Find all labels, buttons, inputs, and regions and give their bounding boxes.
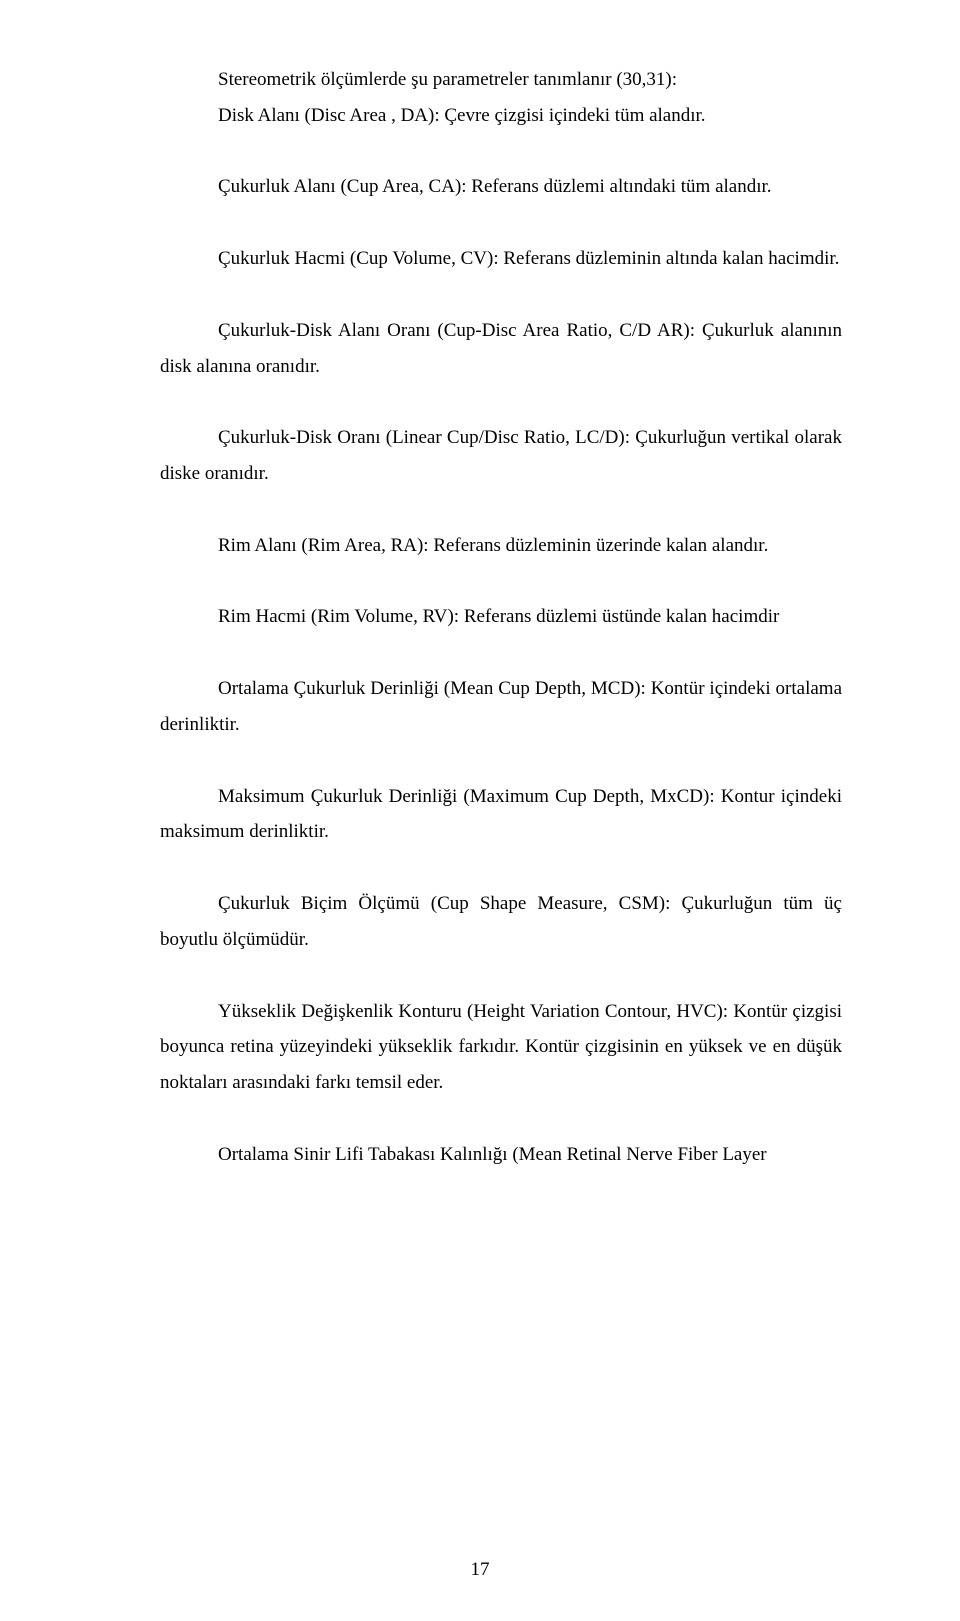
paragraph-cup-area: Çukurluk Alanı (Cup Area, CA): Referans … — [160, 169, 842, 205]
paragraph-text: Rim Hacmi (Rim Volume, RV): Referans düz… — [218, 606, 779, 627]
paragraph-mean-cup-depth: Ortalama Çukurluk Derinliği (Mean Cup De… — [160, 671, 842, 742]
paragraph-text: Çukurluk Alanı (Cup Area, CA): Referans … — [218, 176, 772, 197]
paragraph-text: Ortalama Sinir Lifi Tabakası Kalınlığı (… — [218, 1144, 767, 1165]
paragraph-rim-area: Rim Alanı (Rim Area, RA): Referans düzle… — [160, 528, 842, 564]
paragraph-text: Çukurluk-Disk Oranı (Linear Cup/Disc Rat… — [160, 427, 842, 484]
paragraph-text: Ortalama Çukurluk Derinliği (Mean Cup De… — [160, 678, 842, 735]
paragraph-intro: Stereometrik ölçümlerde şu parametreler … — [160, 62, 842, 133]
paragraph-text: Maksimum Çukurluk Derinliği (Maximum Cup… — [160, 786, 842, 843]
paragraph-rim-volume: Rim Hacmi (Rim Volume, RV): Referans düz… — [160, 599, 842, 635]
document-page: Stereometrik ölçümlerde şu parametreler … — [0, 0, 960, 1621]
paragraph-cd-ratio: Çukurluk-Disk Alanı Oranı (Cup-Disc Area… — [160, 313, 842, 384]
paragraph-text: Çukurluk Biçim Ölçümü (Cup Shape Measure… — [160, 893, 842, 950]
paragraph-max-cup-depth: Maksimum Çukurluk Derinliği (Maximum Cup… — [160, 779, 842, 850]
paragraph-linear-cd: Çukurluk-Disk Oranı (Linear Cup/Disc Rat… — [160, 420, 842, 491]
paragraph-cup-volume: Çukurluk Hacmi (Cup Volume, CV): Referan… — [160, 241, 842, 277]
paragraph-cup-shape: Çukurluk Biçim Ölçümü (Cup Shape Measure… — [160, 886, 842, 957]
paragraph-text: Disk Alanı (Disc Area , DA): Çevre çizgi… — [218, 105, 706, 126]
paragraph-text: Stereometrik ölçümlerde şu parametreler … — [218, 69, 677, 90]
page-number: 17 — [0, 1559, 960, 1581]
paragraph-text: Yükseklik Değişkenlik Konturu (Height Va… — [160, 1001, 842, 1093]
paragraph-nerve-fiber: Ortalama Sinir Lifi Tabakası Kalınlığı (… — [160, 1137, 842, 1173]
paragraph-hvc: Yükseklik Değişkenlik Konturu (Height Va… — [160, 994, 842, 1101]
paragraph-text: Çukurluk-Disk Alanı Oranı (Cup-Disc Area… — [160, 320, 842, 377]
paragraph-text: Rim Alanı (Rim Area, RA): Referans düzle… — [218, 535, 768, 556]
paragraph-text: Çukurluk Hacmi (Cup Volume, CV): Referan… — [218, 248, 839, 269]
